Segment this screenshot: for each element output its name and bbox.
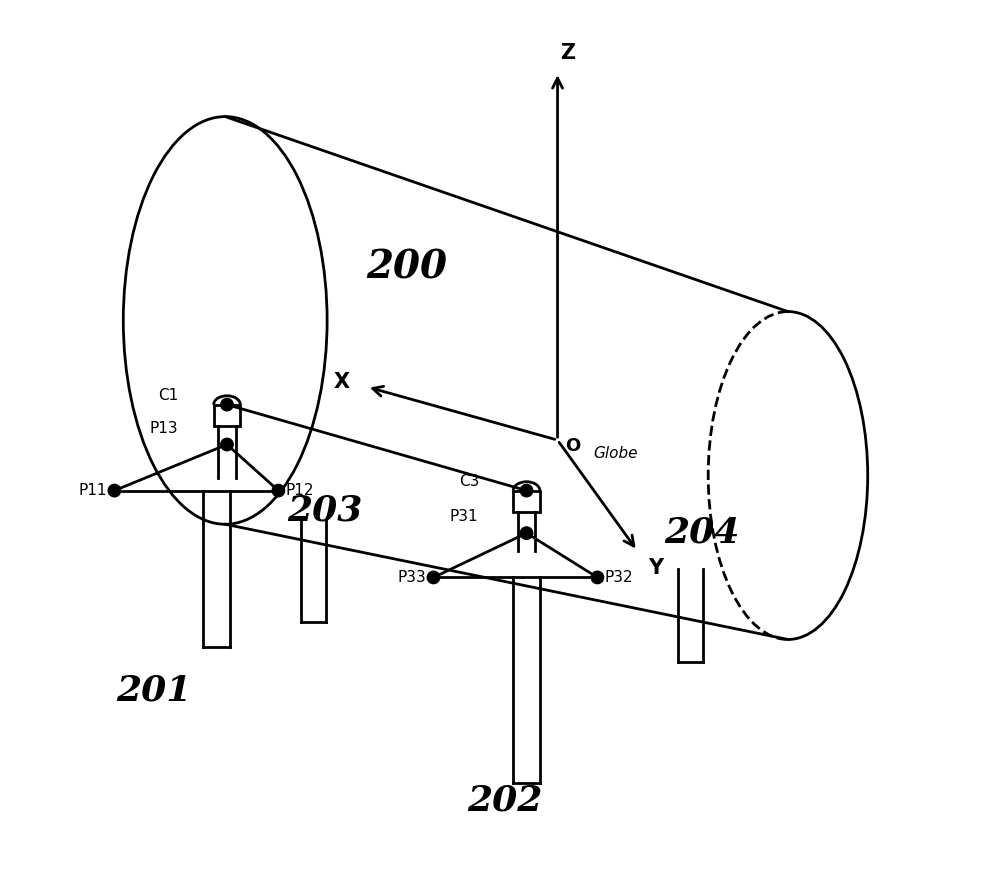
Text: C3: C3 <box>459 474 480 489</box>
Text: O: O <box>565 437 580 455</box>
Text: P32: P32 <box>605 570 633 585</box>
Text: 204: 204 <box>664 516 739 549</box>
Text: Globe: Globe <box>593 446 637 461</box>
Circle shape <box>520 527 533 540</box>
Text: 201: 201 <box>117 674 192 708</box>
Text: 203: 203 <box>287 493 363 527</box>
Text: P11: P11 <box>79 483 107 498</box>
Text: 202: 202 <box>467 784 542 818</box>
Text: C1: C1 <box>158 388 178 404</box>
Text: P12: P12 <box>285 483 314 498</box>
Text: Z: Z <box>561 44 576 63</box>
Circle shape <box>520 485 533 497</box>
Circle shape <box>108 485 121 497</box>
Circle shape <box>221 398 233 411</box>
Text: P33: P33 <box>397 570 426 585</box>
Text: 200: 200 <box>367 248 447 286</box>
Circle shape <box>273 485 284 497</box>
Circle shape <box>221 438 233 451</box>
Text: X: X <box>333 372 349 392</box>
Circle shape <box>592 572 604 584</box>
Text: P31: P31 <box>449 509 478 525</box>
Text: Y: Y <box>648 558 663 578</box>
Circle shape <box>427 572 440 584</box>
Bar <box>513 491 540 512</box>
Text: P13: P13 <box>150 420 178 436</box>
Bar <box>214 404 240 426</box>
